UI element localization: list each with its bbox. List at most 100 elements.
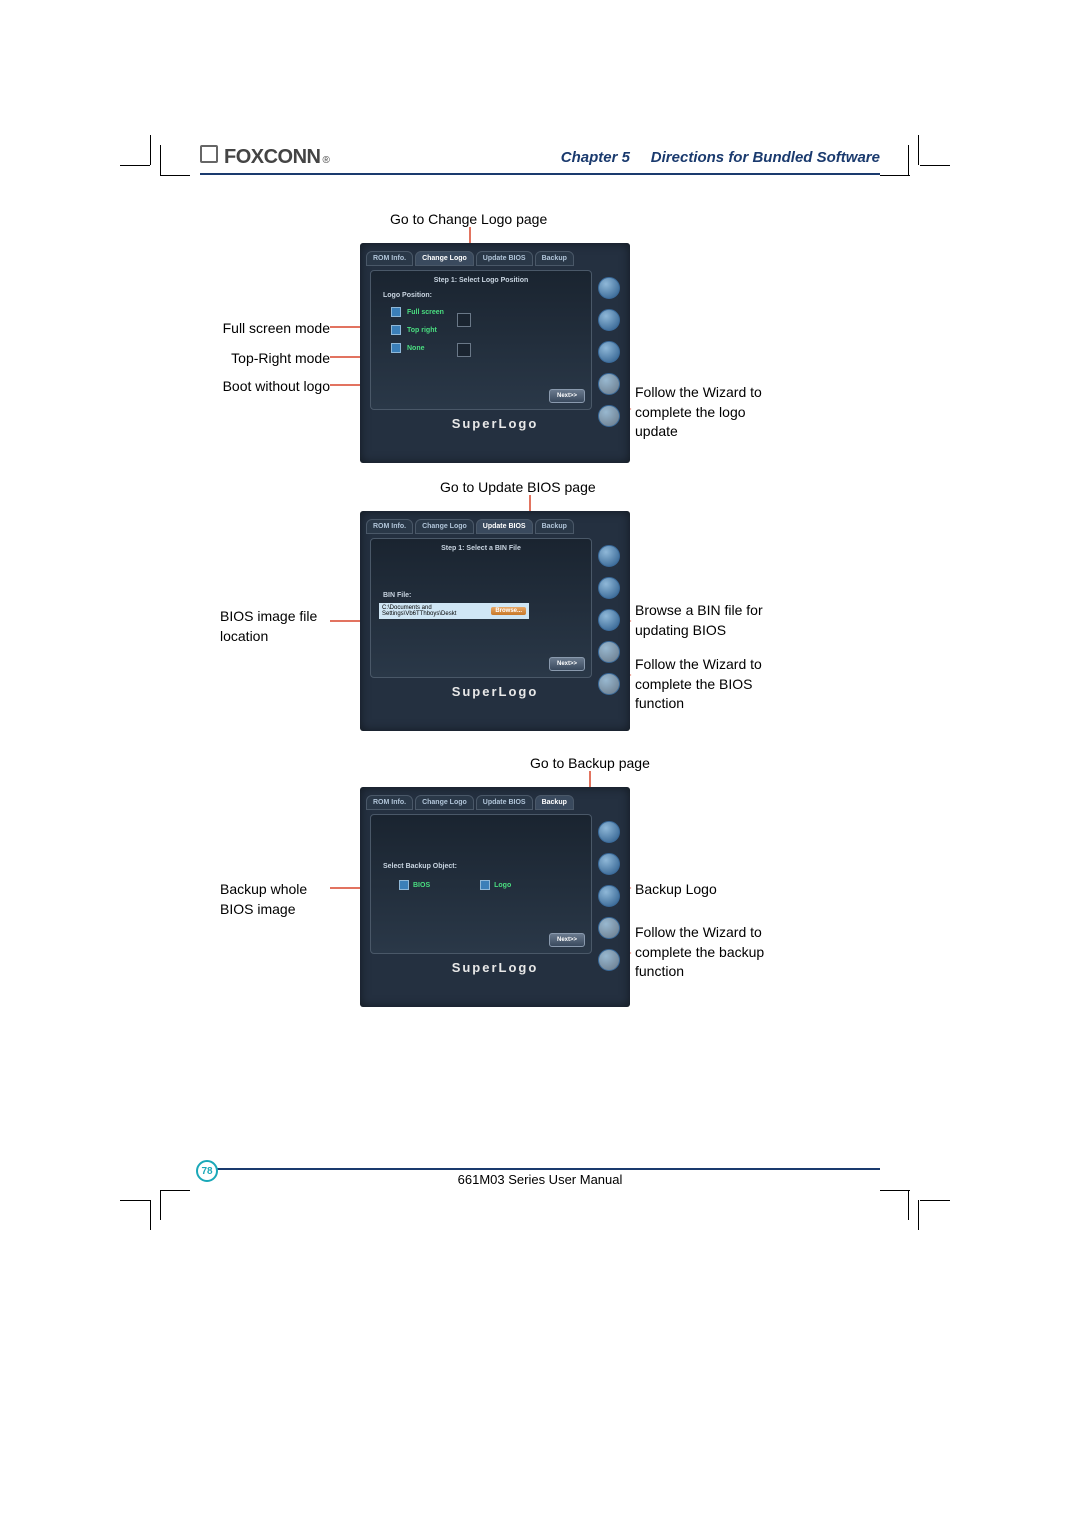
side-icon[interactable]	[598, 641, 620, 663]
callout-boot-without-logo: Boot without logo	[200, 377, 330, 397]
chapter-header: FOXCONN ® Chapter 5 Directions for Bundl…	[200, 145, 880, 175]
option-bios[interactable]: BIOS	[413, 882, 430, 889]
tab-rom-info[interactable]: ROM Info.	[366, 795, 413, 810]
crop-mark	[160, 175, 190, 176]
callout-full-screen: Full screen mode	[200, 319, 330, 339]
callout-update-bios-page: Go to Update BIOS page	[440, 478, 596, 498]
crop-mark	[160, 1190, 190, 1191]
crop-mark	[920, 165, 950, 166]
side-icon[interactable]	[598, 917, 620, 939]
brand-logo: FOXCONN ®	[200, 145, 330, 169]
callout-bios-image-location: BIOS image file location	[220, 607, 330, 646]
tab-bar: ROM Info. Change Logo Update BIOS Backup	[360, 243, 630, 266]
side-icon[interactable]	[598, 277, 620, 299]
brand-name: FOXCONN	[224, 146, 321, 169]
screenshot-backup: ROM Info. Change Logo Update BIOS Backup…	[360, 787, 630, 1007]
panel-body: Step 1: Select a BIN File BIN File: C:\D…	[370, 538, 592, 678]
option-logo[interactable]: Logo	[494, 882, 511, 889]
panel-body: Select Backup Object: BIOS Logo Next>>	[370, 814, 592, 954]
tab-rom-info[interactable]: ROM Info.	[366, 251, 413, 266]
tab-bar: ROM Info. Change Logo Update BIOS Backup	[360, 511, 630, 534]
callout-follow-wizard-bios: Follow the Wizard to complete the BIOS f…	[635, 655, 785, 714]
tab-bar: ROM Info. Change Logo Update BIOS Backup	[360, 787, 630, 810]
manual-title: 661M03 Series User Manual	[458, 1172, 623, 1187]
callout-top-right: Top-Right mode	[200, 349, 330, 369]
crop-mark	[160, 145, 161, 175]
crop-mark	[120, 165, 150, 166]
crop-mark	[150, 135, 151, 165]
callout-backup-whole-bios: Backup whole BIOS image	[220, 880, 330, 919]
app-brand: SuperLogo	[360, 684, 630, 699]
side-icon[interactable]	[598, 545, 620, 567]
tab-rom-info[interactable]: ROM Info.	[366, 519, 413, 534]
checkbox-icon[interactable]	[480, 880, 490, 890]
crop-mark	[880, 175, 910, 176]
callout-backup-page: Go to Backup page	[530, 754, 650, 774]
field-label: Logo Position:	[383, 292, 583, 299]
browse-button[interactable]: Browse...	[491, 607, 526, 615]
next-button[interactable]: Next>>	[549, 933, 585, 947]
screenshot-update-bios: ROM Info. Change Logo Update BIOS Backup…	[360, 511, 630, 731]
preview-box	[457, 313, 471, 327]
tab-backup[interactable]: Backup	[535, 795, 574, 810]
side-icons	[598, 821, 624, 971]
tab-backup[interactable]: Backup	[535, 251, 574, 266]
step-title: Step 1: Select Logo Position	[379, 277, 583, 284]
crop-mark	[150, 1200, 151, 1230]
tab-backup[interactable]: Backup	[535, 519, 574, 534]
side-icon[interactable]	[598, 885, 620, 907]
checkbox-icon[interactable]	[399, 880, 409, 890]
next-button[interactable]: Next>>	[549, 657, 585, 671]
callout-follow-wizard-backup: Follow the Wizard to complete the backup…	[635, 923, 785, 982]
side-icon[interactable]	[598, 309, 620, 331]
tab-change-logo[interactable]: Change Logo	[415, 795, 474, 810]
side-icon[interactable]	[598, 821, 620, 843]
app-brand: SuperLogo	[360, 960, 630, 975]
tab-update-bios[interactable]: Update BIOS	[476, 519, 533, 534]
field-label: BIN File:	[383, 592, 583, 599]
crop-mark	[908, 1190, 909, 1220]
side-icons	[598, 277, 624, 427]
checkbox-icon[interactable]	[391, 325, 401, 335]
side-icon[interactable]	[598, 341, 620, 363]
callout-change-logo-page: Go to Change Logo page	[390, 210, 547, 230]
option-none[interactable]: None	[407, 345, 425, 352]
side-icon[interactable]	[598, 577, 620, 599]
tab-change-logo[interactable]: Change Logo	[415, 251, 474, 266]
crop-mark	[920, 1200, 950, 1201]
side-icon[interactable]	[598, 609, 620, 631]
next-button[interactable]: Next>>	[549, 389, 585, 403]
checkbox-icon[interactable]	[391, 307, 401, 317]
crop-mark	[120, 1200, 150, 1201]
crop-mark	[918, 135, 919, 165]
side-icon[interactable]	[598, 373, 620, 395]
callout-browse-bin: Browse a BIN file for updating BIOS	[635, 601, 785, 640]
preview-box	[457, 343, 471, 357]
side-icon[interactable]	[598, 853, 620, 875]
bin-path-field[interactable]: C:\Documents and Settings\Vb6TThboys\Des…	[379, 603, 529, 619]
app-brand: SuperLogo	[360, 416, 630, 431]
crop-mark	[880, 1190, 910, 1191]
page-number: 78	[196, 1160, 218, 1182]
option-full-screen[interactable]: Full screen	[407, 309, 444, 316]
side-icon[interactable]	[598, 949, 620, 971]
bin-path-value: C:\Documents and Settings\Vb6TThboys\Des…	[382, 605, 491, 617]
screenshot-change-logo: ROM Info. Change Logo Update BIOS Backup…	[360, 243, 630, 463]
tab-change-logo[interactable]: Change Logo	[415, 519, 474, 534]
side-icons	[598, 545, 624, 695]
foxconn-icon	[200, 145, 218, 163]
tab-update-bios[interactable]: Update BIOS	[476, 251, 533, 266]
tab-update-bios[interactable]: Update BIOS	[476, 795, 533, 810]
checkbox-icon[interactable]	[391, 343, 401, 353]
side-icon[interactable]	[598, 673, 620, 695]
page-footer: 78 661M03 Series User Manual	[200, 1168, 880, 1187]
registered-mark: ®	[323, 155, 330, 166]
panel-body: Step 1: Select Logo Position Logo Positi…	[370, 270, 592, 410]
diagram-area: Go to Change Logo page Full screen mode …	[200, 195, 880, 1065]
side-icon[interactable]	[598, 405, 620, 427]
field-label: Select Backup Object:	[383, 863, 583, 870]
callout-backup-logo: Backup Logo	[635, 880, 717, 900]
crop-mark	[918, 1200, 919, 1230]
step-title: Step 1: Select a BIN File	[379, 545, 583, 552]
option-top-right[interactable]: Top right	[407, 327, 437, 334]
